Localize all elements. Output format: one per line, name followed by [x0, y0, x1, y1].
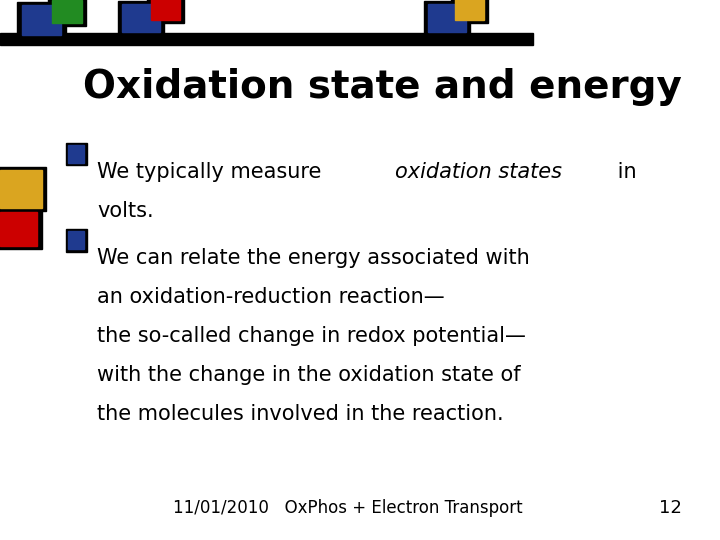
Text: Oxidation state and energy: Oxidation state and energy	[83, 68, 682, 105]
Bar	[68, 231, 84, 249]
Bar	[0, 209, 42, 249]
Text: with the change in the oxidation state of: with the change in the oxidation state o…	[97, 365, 521, 385]
Bar	[48, 0, 86, 26]
Bar	[451, 0, 488, 23]
Text: We can relate the energy associated with: We can relate the energy associated with	[97, 248, 530, 268]
Text: oxidation states: oxidation states	[395, 162, 562, 182]
Bar	[22, 5, 61, 35]
Bar	[424, 1, 470, 36]
Bar	[66, 229, 87, 252]
Bar	[0, 170, 42, 208]
Bar	[66, 143, 87, 165]
Text: in: in	[611, 162, 636, 182]
Bar	[68, 145, 84, 163]
Text: We typically measure: We typically measure	[97, 162, 328, 182]
Text: 11/01/2010   OxPhos + Electron Transport: 11/01/2010 OxPhos + Electron Transport	[173, 500, 523, 517]
Bar	[118, 1, 164, 36]
Bar	[52, 0, 82, 23]
Text: the molecules involved in the reaction.: the molecules involved in the reaction.	[97, 404, 504, 424]
Bar	[147, 0, 184, 23]
Bar	[0, 33, 533, 45]
Text: 12: 12	[659, 500, 682, 517]
Bar	[455, 0, 484, 20]
Text: volts.: volts.	[97, 201, 154, 221]
Text: the so-called change in redox potential—: the so-called change in redox potential—	[97, 326, 526, 346]
Bar	[151, 0, 180, 20]
Text: an oxidation-reduction reaction—: an oxidation-reduction reaction—	[97, 287, 445, 307]
Bar	[0, 167, 46, 211]
Bar	[122, 4, 160, 32]
Bar	[428, 4, 466, 32]
Bar	[0, 212, 37, 246]
Bar	[17, 2, 66, 38]
